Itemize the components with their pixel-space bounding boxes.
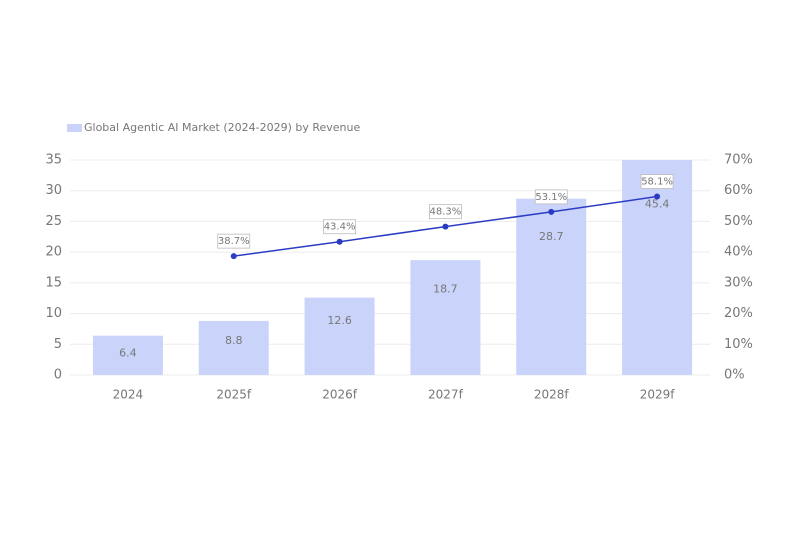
- y2-tick-label: 20%: [724, 306, 753, 321]
- value-label-box: [640, 174, 674, 189]
- y2-tick-label: 30%: [724, 275, 753, 290]
- x-tick-label: 2028f: [534, 388, 570, 402]
- bar: [622, 160, 693, 375]
- bar-value-label: 28.7: [539, 230, 564, 243]
- x-tick-label: 2024: [113, 388, 144, 402]
- x-tick-label: 2025f: [216, 388, 252, 402]
- line-value-label: 43.4%: [324, 222, 356, 233]
- bar-value-label: 6.4: [119, 347, 137, 360]
- legend-swatch: [67, 124, 82, 132]
- bar-value-label: 12.6: [327, 314, 352, 327]
- bar: [92, 335, 163, 375]
- line-point: [654, 193, 661, 200]
- value-label-box: [429, 204, 462, 220]
- y2-tick-label: 0%: [724, 368, 745, 383]
- y2-tick-label: 50%: [724, 214, 753, 229]
- x-tick-label: 2029f: [640, 388, 676, 402]
- bar: [410, 260, 481, 375]
- bar: [304, 297, 375, 375]
- value-label-box: [323, 219, 356, 235]
- line-point: [548, 208, 555, 215]
- y-tick-label: 20: [45, 245, 62, 260]
- y2-tick-label: 40%: [724, 245, 753, 260]
- value-label-box: [534, 189, 568, 205]
- bar-value-label: 8.8: [225, 334, 243, 347]
- y2-tick-label: 70%: [724, 153, 753, 168]
- value-label-box: [217, 233, 251, 249]
- line-value-label: 38.7%: [218, 236, 250, 247]
- line-point: [442, 223, 449, 230]
- y-tick-label: 0: [54, 368, 62, 383]
- y-tick-label: 25: [45, 214, 62, 229]
- bar-value-label: 18.7: [433, 282, 458, 295]
- line-point: [230, 253, 237, 260]
- line-value-label: 53.1%: [535, 192, 567, 203]
- x-tick-label: 2027f: [428, 388, 464, 402]
- line-value-label: 58.1%: [641, 177, 673, 188]
- y2-tick-label: 60%: [724, 183, 753, 198]
- y-tick-label: 15: [45, 275, 62, 290]
- bar: [198, 320, 269, 375]
- y-tick-label: 5: [54, 337, 62, 352]
- bar: [516, 198, 587, 375]
- line-point: [336, 238, 343, 245]
- line-value-label: 48.3%: [430, 207, 462, 218]
- y-tick-label: 30: [45, 183, 62, 198]
- plot-bars: [92, 160, 693, 375]
- bar-value-label: 45.4: [645, 197, 670, 210]
- y-tick-label: 35: [45, 153, 62, 168]
- x-tick-label: 2026f: [322, 388, 358, 402]
- y2-tick-label: 10%: [724, 337, 753, 352]
- y-tick-label: 10: [45, 306, 62, 321]
- legend-label: Global Agentic AI Market (2024-2029) by …: [84, 121, 360, 134]
